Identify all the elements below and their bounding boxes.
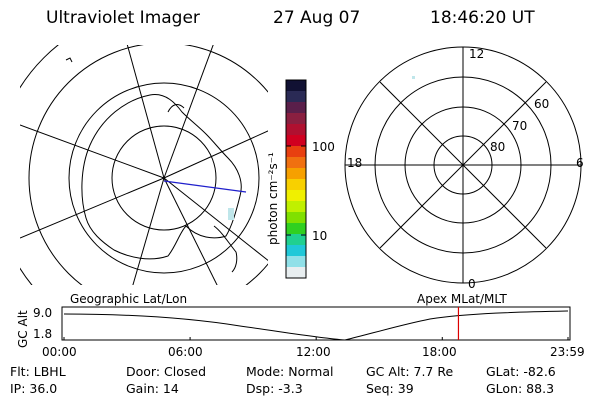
colorbar-segment [286,113,306,125]
colorbar-segment [286,80,306,92]
status-ip: IP: 36.0 [10,381,58,396]
colorbar-segment [286,168,306,180]
status-glon: GLon: 88.3 [486,381,555,396]
colorbar-tick-100: 100 [312,140,335,154]
xtick-1800: 18:00 [422,345,457,359]
status-mode: Mode: Normal [246,364,334,379]
apex-label: Apex MLat/MLT [417,292,507,306]
mlt-label-6: 6 [576,156,584,170]
colorbar-segment [286,102,306,114]
instrument-title: Ultraviolet Imager [46,8,200,28]
geo-lat-circle-3 [28,45,268,285]
mlt-label-18: 18 [347,156,363,170]
colorbar-segment [286,146,306,158]
xtick-0000: 00:00 [42,345,77,359]
colorbar-segment [286,256,306,268]
geo-meridian-4 [163,177,268,262]
xtick-1200: 12:00 [296,345,331,359]
altitude-ytick-1-8: 1.8 [33,327,53,341]
status-flt: Flt: LBHL [10,364,66,379]
mlt-label-0: 0 [468,277,476,291]
geographic-label: Geographic Lat/Lon [70,292,188,306]
colorbar-segment [286,190,306,202]
coastline [81,94,242,260]
colorbar-segment [286,91,306,103]
geo-meridian-3 [163,130,268,179]
colorbar-segment [286,135,306,147]
colorbar-segment [286,267,306,279]
mlat-label-60: 60 [534,97,550,111]
observation-time: 18:46:20 UT [430,8,535,28]
geo-meridian-6 [132,177,165,285]
geo-meridian-7 [20,177,165,239]
xtick-2359: 23:59 [550,345,585,359]
coastline-detail-1 [167,104,185,113]
satellite-track-line [163,180,247,193]
colorbar-segment [286,124,306,136]
mlat-label-80: 80 [490,140,506,154]
altitude-frame [61,306,571,341]
mlt-label-12: 12 [469,47,485,61]
polar-aurora-dot [412,76,415,79]
xtick-0600: 06:00 [168,345,203,359]
coastline-detail-2 [65,57,73,63]
geo-meridian-8 [20,124,165,179]
observation-date: 27 Aug 07 [273,8,361,28]
colorbar-segment [286,201,306,213]
colorbar-segment [286,234,306,246]
coastline-peninsula [213,225,238,273]
status-seq: Seq: 39 [366,381,414,396]
colorbar-segment [286,212,306,224]
geo-meridian-2 [163,45,214,179]
status-glat: GLat: -82.6 [486,364,556,379]
colorbar-segment [286,157,306,169]
altitude-curve [63,310,569,341]
status-dsp: Dsp: -3.3 [246,381,303,396]
colorbar-tick-10: 10 [312,229,328,243]
polar-diagonal-2 [379,81,547,249]
geo-lat-circle-2 [68,82,260,274]
colorbar-segment [286,245,306,257]
status-gc-alt: GC Alt: 7.7 Re [366,364,454,379]
colorbar-segment [286,179,306,191]
altitude-ytick-9: 9.0 [33,306,53,320]
colorbar-segment [286,223,306,235]
geo-lat-circle-1 [111,125,217,231]
status-gain: Gain: 14 [126,381,179,396]
mlat-label-70: 70 [512,119,528,133]
geo-meridian-5 [163,177,218,285]
aurora-patch [228,208,234,220]
geo-meridian-1 [126,45,165,179]
status-door: Door: Closed [126,364,207,379]
altitude-ylabel: GC Alt [16,310,30,348]
